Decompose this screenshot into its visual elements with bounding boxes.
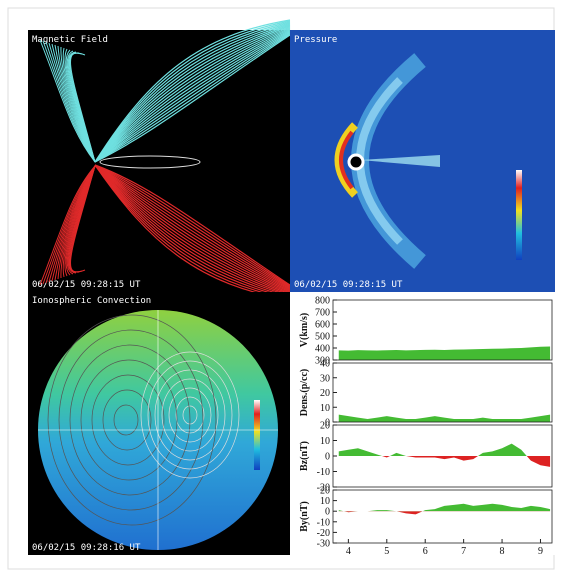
y-tick-label: -30 bbox=[317, 539, 330, 550]
y-tick-label: 10 bbox=[320, 496, 330, 507]
y-tick-label: 500 bbox=[315, 332, 330, 343]
y-tick-label: 40 bbox=[320, 359, 330, 370]
y-axis-label: V(km/s) bbox=[299, 313, 310, 347]
y-tick-label: 20 bbox=[320, 486, 330, 497]
ionosphere-panel: Ionospheric Convection 06/02/15 09:28:16… bbox=[28, 292, 290, 555]
y-tick-label: -10 bbox=[317, 467, 330, 478]
y-tick-label: 10 bbox=[320, 436, 330, 447]
y-tick-label: 20 bbox=[320, 388, 330, 399]
y-tick-label: 0 bbox=[325, 507, 330, 518]
x-tick-label: 6 bbox=[423, 546, 428, 557]
y-axis-label: Bz(nT) bbox=[299, 441, 310, 471]
y-tick-label: 400 bbox=[315, 344, 330, 355]
x-tick-label: 9 bbox=[538, 546, 543, 557]
y-tick-label: 0 bbox=[325, 452, 330, 463]
y-axis-label: Dens.(p/cc) bbox=[299, 369, 310, 417]
y-tick-label: -20 bbox=[317, 528, 330, 539]
x-tick-label: 7 bbox=[461, 546, 466, 557]
pressure-panel: Pressure 06/02/15 09:28:15 UT bbox=[290, 30, 555, 292]
colorbar bbox=[516, 170, 522, 260]
page: Magnetic Field 06/02/15 09:28:15 UT Pres… bbox=[0, 0, 562, 577]
panel-title: Pressure bbox=[294, 35, 337, 45]
earth bbox=[349, 155, 363, 169]
timestamp: 06/02/15 09:28:15 UT bbox=[32, 280, 141, 290]
y-tick-label: -10 bbox=[317, 517, 330, 528]
timestamp: 06/02/15 09:28:16 UT bbox=[32, 543, 141, 553]
y-tick-label: 800 bbox=[315, 296, 330, 307]
y-tick-label: 600 bbox=[315, 320, 330, 331]
y-axis-label: By(nT) bbox=[299, 501, 310, 532]
y-tick-label: 10 bbox=[320, 403, 330, 414]
magnetic-field-panel: Magnetic Field 06/02/15 09:28:15 UT bbox=[28, 20, 290, 300]
colorbar bbox=[254, 400, 260, 470]
y-tick-label: 30 bbox=[320, 373, 330, 384]
panel-title: Magnetic Field bbox=[32, 35, 108, 45]
x-tick-label: 4 bbox=[346, 546, 351, 557]
y-tick-label: 20 bbox=[320, 421, 330, 432]
timestamp: 06/02/15 09:28:15 UT bbox=[294, 280, 403, 290]
x-tick-label: 5 bbox=[384, 546, 389, 557]
panel-title: Ionospheric Convection bbox=[32, 296, 151, 306]
y-tick-label: 700 bbox=[315, 308, 330, 319]
x-tick-label: 8 bbox=[500, 546, 505, 557]
